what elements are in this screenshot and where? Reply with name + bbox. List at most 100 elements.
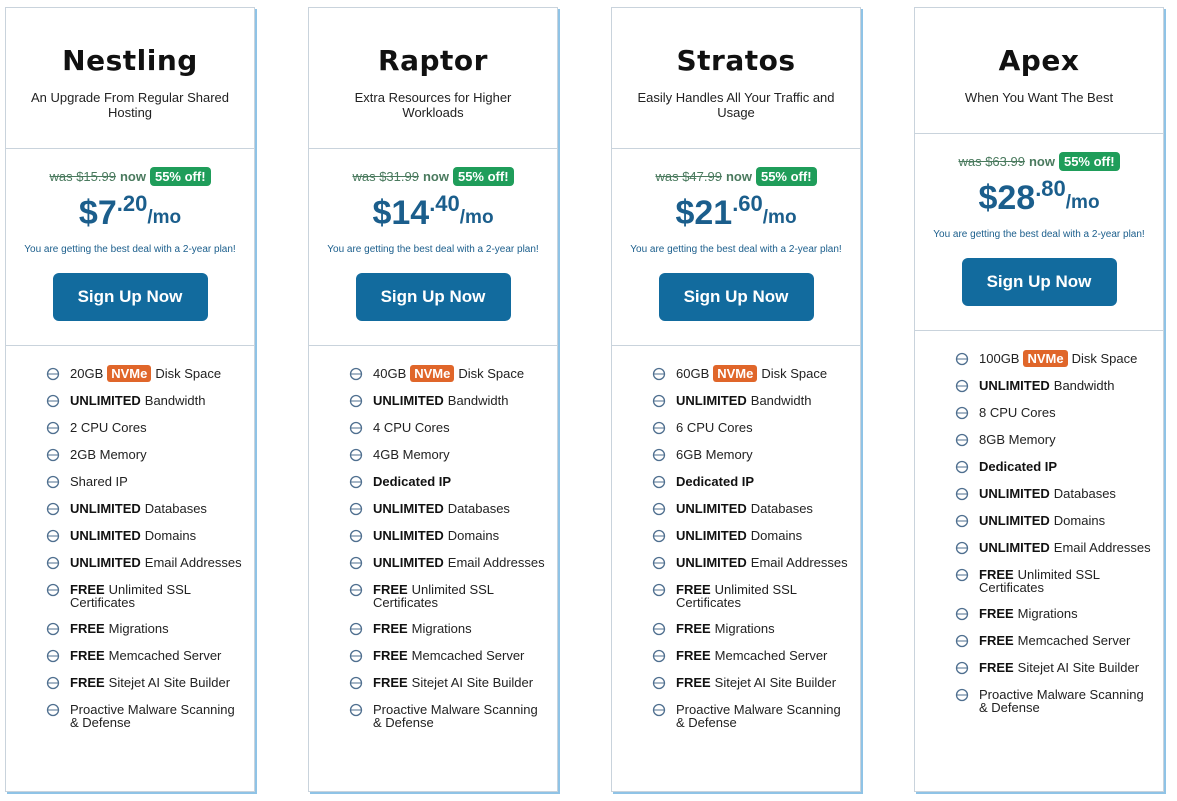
sign-up-button[interactable]: Sign Up Now <box>355 273 511 321</box>
feature-lead: 100GB <box>979 351 1020 366</box>
sign-up-button[interactable]: Sign Up Now <box>658 273 814 321</box>
feature-text: FREE Migrations <box>676 622 775 635</box>
feature-detail: Sitejet AI Site Builder <box>714 675 837 690</box>
feature-icon <box>955 433 969 447</box>
old-price: was $47.99 <box>655 168 722 184</box>
feature: FREE Migrations <box>349 622 545 636</box>
feature-text: 100GB NVMe Disk Space <box>979 350 1137 367</box>
deal-note: You are getting the best deal with a 2-y… <box>327 244 539 255</box>
feature-icon <box>46 394 60 408</box>
feature-detail: 2 CPU Cores <box>70 420 147 435</box>
feature-text: FREE Memcached Server <box>676 649 827 662</box>
feature-detail: Sitejet AI Site Builder <box>1017 660 1140 675</box>
feature-detail: Unlimited SSL Certificates <box>979 567 1100 595</box>
feature-text: 4GB Memory <box>373 448 450 461</box>
old-price: was $15.99 <box>49 168 116 184</box>
price: $7.20/mo <box>10 193 250 233</box>
feature-detail: Databases <box>1053 486 1116 501</box>
feature-icon <box>652 502 666 516</box>
feature-strong: UNLIMITED <box>70 501 141 516</box>
feature-icon <box>955 406 969 420</box>
feature: 6GB Memory <box>652 448 848 462</box>
feature-text: FREE Memcached Server <box>70 649 221 662</box>
feature-strong: FREE <box>676 621 711 636</box>
feature-text: FREE Migrations <box>373 622 472 635</box>
feature: UNLIMITED Databases <box>652 502 848 516</box>
feature-strong: FREE <box>676 582 711 597</box>
feature-list: 40GB NVMe Disk Space UNLIMITED Bandwidth 4 CP… <box>309 346 557 742</box>
feature-detail: Databases <box>447 501 510 516</box>
discount-badge: 55% off! <box>755 166 817 186</box>
feature-icon <box>349 367 363 381</box>
nvme-badge: NVMe <box>410 365 455 382</box>
feature-lead: 20GB <box>70 366 104 381</box>
plan-name: Nestling <box>62 44 198 77</box>
feature: UNLIMITED Email Addresses <box>349 556 545 570</box>
sign-up-button[interactable]: Sign Up Now <box>52 273 208 321</box>
feature-strong: Dedicated IP <box>979 459 1058 474</box>
feature-icon <box>349 649 363 663</box>
feature: 8GB Memory <box>955 433 1151 447</box>
feature-icon <box>349 703 363 717</box>
feature-strong: UNLIMITED <box>70 393 141 408</box>
now-label: now <box>1028 153 1055 169</box>
feature-icon <box>46 649 60 663</box>
feature-text: 4 CPU Cores <box>373 421 450 434</box>
price-whole: 7 <box>97 194 117 232</box>
feature-text: 6 CPU Cores <box>676 421 753 434</box>
feature: FREE Migrations <box>652 622 848 636</box>
feature-icon <box>652 703 666 717</box>
feature-icon <box>46 622 60 636</box>
feature-icon <box>955 379 969 393</box>
feature-icon <box>349 556 363 570</box>
feature: 4GB Memory <box>349 448 545 462</box>
feature-detail: Databases <box>144 501 207 516</box>
feature-strong: UNLIMITED <box>70 528 141 543</box>
feature-text: Proactive Malware Scanning & Defense <box>70 703 242 729</box>
feature-detail: 8GB Memory <box>979 432 1056 447</box>
feature-strong: UNLIMITED <box>70 555 141 570</box>
feature: Dedicated IP <box>349 475 545 489</box>
feature: UNLIMITED Domains <box>349 529 545 543</box>
price-whole: 21 <box>694 194 733 232</box>
feature-text: Dedicated IP <box>979 460 1061 473</box>
feature-text: Proactive Malware Scanning & Defense <box>373 703 545 729</box>
feature-text: Shared IP <box>70 475 128 488</box>
feature-text: UNLIMITED Databases <box>70 502 207 515</box>
feature-icon <box>652 529 666 543</box>
feature-detail: Memcached Server <box>108 648 222 663</box>
feature-strong: UNLIMITED <box>979 486 1050 501</box>
was-line: was $31.99 now 55% off! <box>313 165 553 187</box>
feature-text: UNLIMITED Bandwidth <box>676 394 812 407</box>
sign-up-button[interactable]: Sign Up Now <box>961 258 1117 306</box>
plan-tagline: Extra Resources for Higher Workloads <box>354 90 512 120</box>
feature-detail: Disk Space <box>458 366 525 381</box>
feature: 2 CPU Cores <box>46 421 242 435</box>
feature-text: UNLIMITED Bandwidth <box>70 394 206 407</box>
feature: UNLIMITED Bandwidth <box>349 394 545 408</box>
feature: 2GB Memory <box>46 448 242 462</box>
feature: UNLIMITED Databases <box>46 502 242 516</box>
feature-text: UNLIMITED Domains <box>373 529 499 542</box>
price-currency: $ <box>78 194 98 232</box>
feature-text: 8GB Memory <box>979 433 1056 446</box>
price-box: was $63.99 now 55% off! $28.80/mo You are ge… <box>915 134 1163 331</box>
feature: 8 CPU Cores <box>955 406 1151 420</box>
feature-text: FREE Memcached Server <box>373 649 524 662</box>
feature-strong: FREE <box>373 582 408 597</box>
feature: UNLIMITED Bandwidth <box>955 379 1151 393</box>
feature-icon <box>955 487 969 501</box>
feature-strong: FREE <box>70 675 105 690</box>
feature-icon <box>46 502 60 516</box>
was-line: was $47.99 now 55% off! <box>616 165 856 187</box>
feature-icon <box>349 475 363 489</box>
price-cents: .40 <box>429 191 460 216</box>
feature: FREE Memcached Server <box>652 649 848 663</box>
feature: UNLIMITED Email Addresses <box>955 541 1151 555</box>
feature-icon <box>652 649 666 663</box>
feature: 6 CPU Cores <box>652 421 848 435</box>
feature-text: UNLIMITED Email Addresses <box>373 556 545 569</box>
old-price: was $63.99 <box>958 153 1025 169</box>
feature-icon <box>955 634 969 648</box>
feature-detail: 2GB Memory <box>70 447 147 462</box>
